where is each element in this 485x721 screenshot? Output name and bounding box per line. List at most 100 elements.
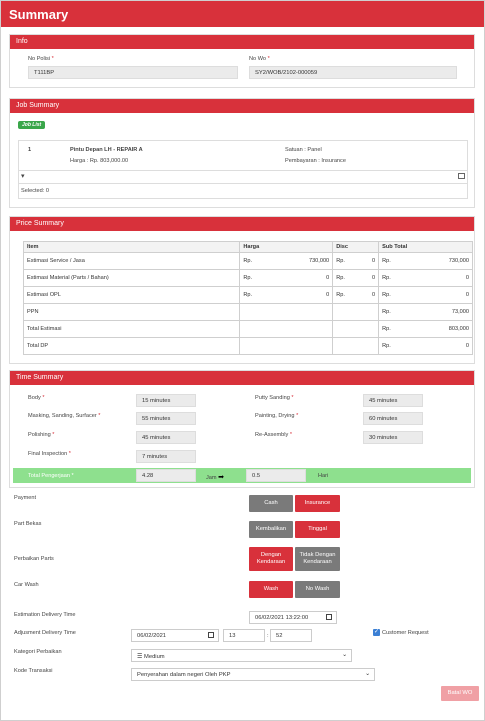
kode-transaksi-select[interactable]: Penyerahan dalam negeri Oleh PKP ⌄ <box>131 668 375 681</box>
cash-button[interactable]: Cash <box>249 495 293 512</box>
no-wo-field[interactable]: SY2/WOB/2102-000059 <box>249 66 457 79</box>
list-icon: ☰ <box>137 654 143 660</box>
divider <box>19 170 467 171</box>
arrow-right-icon: ➡ <box>218 474 225 481</box>
row-disc: 0 <box>371 292 376 298</box>
currency-label: Rp. <box>382 309 391 315</box>
job-item-price: Harga : Rp. 803,000.00 <box>70 158 129 164</box>
row-disc: 0 <box>371 258 376 264</box>
final-inspection-label: Final Inspection * <box>28 451 71 457</box>
wash-button[interactable]: Wash <box>249 581 293 598</box>
estimation-delivery-field[interactable]: 06/02/2021 13:22:00 <box>249 611 337 624</box>
reassembly-label: Re-Assembly * <box>255 432 293 438</box>
calendar-icon[interactable] <box>458 173 465 179</box>
currency-label: Rp. <box>382 275 391 281</box>
currency-label: Rp. <box>336 292 345 298</box>
insurance-button[interactable]: Insurance <box>295 495 340 512</box>
row-subtotal: 0 <box>465 275 469 281</box>
row-subtotal: 0 <box>465 292 469 298</box>
hari-label: Hari <box>318 473 329 479</box>
price-summary-section: Price Summary Item Harga Disc Sub Total … <box>9 216 475 364</box>
job-item-satuan: Satuan : Panel <box>285 147 322 153</box>
row-subtotal: 803,000 <box>448 326 469 332</box>
dengan-kendaraan-button[interactable]: Dengan Kendaraan <box>249 547 293 571</box>
kembalikan-button[interactable]: Kembalikan <box>249 521 293 538</box>
polishing-label: Polishing * <box>28 432 55 438</box>
divider <box>19 183 467 184</box>
table-row: Estimasi Material (Parts / Bahan) Rp. 0 R… <box>22 269 473 287</box>
job-summary-heading: Job Summary <box>10 99 474 113</box>
row-item: Estimasi Material (Parts / Bahan) <box>22 269 241 287</box>
row-harga: 0 <box>326 275 330 281</box>
no-wo-label: No Wo * <box>249 56 270 62</box>
column-header: Sub Total <box>378 241 473 253</box>
time-summary-section: Time Summary Body * 15 minutes Putty San… <box>9 370 475 488</box>
job-summary-section: Job Summary Job List 1 Pintu Depan LH - … <box>9 98 475 208</box>
adjusment-hour-field[interactable]: 13 <box>223 629 265 642</box>
kategori-perbaikan-select[interactable]: ☰ Medium ⌄ <box>131 649 352 662</box>
chevron-down-icon[interactable]: ▾ <box>21 173 25 180</box>
estimation-delivery-label: Estimation Delivery Time <box>14 612 76 618</box>
batal-wo-button[interactable]: Batal WO <box>441 686 479 701</box>
row-item: Estimasi OPL <box>22 286 241 304</box>
calendar-icon[interactable] <box>208 632 214 638</box>
painting-label: Painting, Drying * <box>255 413 299 419</box>
row-harga: 730,000 <box>308 258 330 264</box>
car-wash-label: Car Wash <box>14 582 39 588</box>
currency-label: Rp. <box>243 292 253 298</box>
final-inspection-field[interactable]: 7 minutes <box>136 450 196 463</box>
row-item: PPN <box>22 303 241 321</box>
row-disc: 0 <box>371 275 376 281</box>
table-row: Total DP Rp. 0 <box>22 337 473 355</box>
price-summary-heading: Price Summary <box>10 217 474 231</box>
tidak-dengan-kendaraan-button[interactable]: Tidak Dengan Kendaraan <box>295 547 340 571</box>
table-row: PPN Rp. 73,000 <box>22 303 473 321</box>
table-row: Estimasi Service / Jasa Rp. 730,000 Rp. 0 … <box>22 252 473 270</box>
column-header: Item <box>22 241 241 253</box>
currency-label: Rp. <box>336 258 345 264</box>
tinggal-button[interactable]: Tinggal <box>295 521 340 538</box>
no-polisi-field[interactable]: T111BP <box>28 66 238 79</box>
body-label: Body * <box>28 395 45 401</box>
page-title: Summary <box>1 1 484 27</box>
total-hari-field[interactable]: 0.5 <box>246 469 306 482</box>
currency-label: Rp. <box>243 275 253 281</box>
column-header: Harga <box>239 241 334 253</box>
adjusment-minute-field[interactable]: 52 <box>270 629 312 642</box>
no-polisi-label: No Polisi * <box>28 56 54 62</box>
row-item: Estimasi Service / Jasa <box>22 252 241 270</box>
painting-field[interactable]: 60 minutes <box>363 412 423 425</box>
row-harga: 0 <box>326 292 330 298</box>
job-item-payment: Pembayaran : Insurance <box>285 158 346 164</box>
chevron-down-icon: ⌄ <box>342 652 347 658</box>
total-pengerjaan-label: Total Pengerjaan * <box>28 473 74 479</box>
body-field[interactable]: 15 minutes <box>136 394 196 407</box>
job-list-badge: Job List <box>18 121 46 129</box>
currency-label: Rp. <box>243 258 253 264</box>
job-item-number: 1 <box>28 147 32 153</box>
selected-count: Selected: 0 <box>21 188 49 194</box>
info-section: Info No Polisi * T111BP No Wo * SY2/WOB/… <box>9 34 475 88</box>
row-subtotal: 0 <box>465 343 469 349</box>
masking-field[interactable]: 55 minutes <box>136 412 196 425</box>
currency-label: Rp. <box>336 275 345 281</box>
putty-sanding-field[interactable]: 45 minutes <box>363 394 423 407</box>
calendar-icon[interactable] <box>326 614 332 620</box>
table-row: Total Estimasi Rp. 803,000 <box>22 320 473 338</box>
row-subtotal: 73,000 <box>451 309 469 315</box>
kategori-perbaikan-label: Kategori Perbaikan <box>14 649 62 655</box>
column-header: Disc <box>332 241 380 253</box>
no-wash-button[interactable]: No Wash <box>295 581 340 598</box>
total-jam-field[interactable]: 4.28 <box>136 469 196 482</box>
jam-label: Jam ➡ <box>206 474 225 481</box>
job-list-box: 1 Pintu Depan LH - REPAIR A Harga : Rp. … <box>18 140 468 199</box>
customer-request-label: Customer Request <box>382 630 429 636</box>
customer-request-checkbox[interactable]: ✓ <box>373 629 380 636</box>
currency-label: Rp. <box>382 258 391 264</box>
polishing-field[interactable]: 45 minutes <box>136 431 196 444</box>
payment-label: Payment <box>14 495 37 501</box>
reassembly-field[interactable]: 30 minutes <box>363 431 423 444</box>
adjusment-date-field[interactable]: 06/02/2021 <box>131 629 219 642</box>
chevron-down-icon: ⌄ <box>365 671 370 677</box>
price-table: Item Harga Disc Sub Total Estimasi Servi… <box>22 241 473 355</box>
